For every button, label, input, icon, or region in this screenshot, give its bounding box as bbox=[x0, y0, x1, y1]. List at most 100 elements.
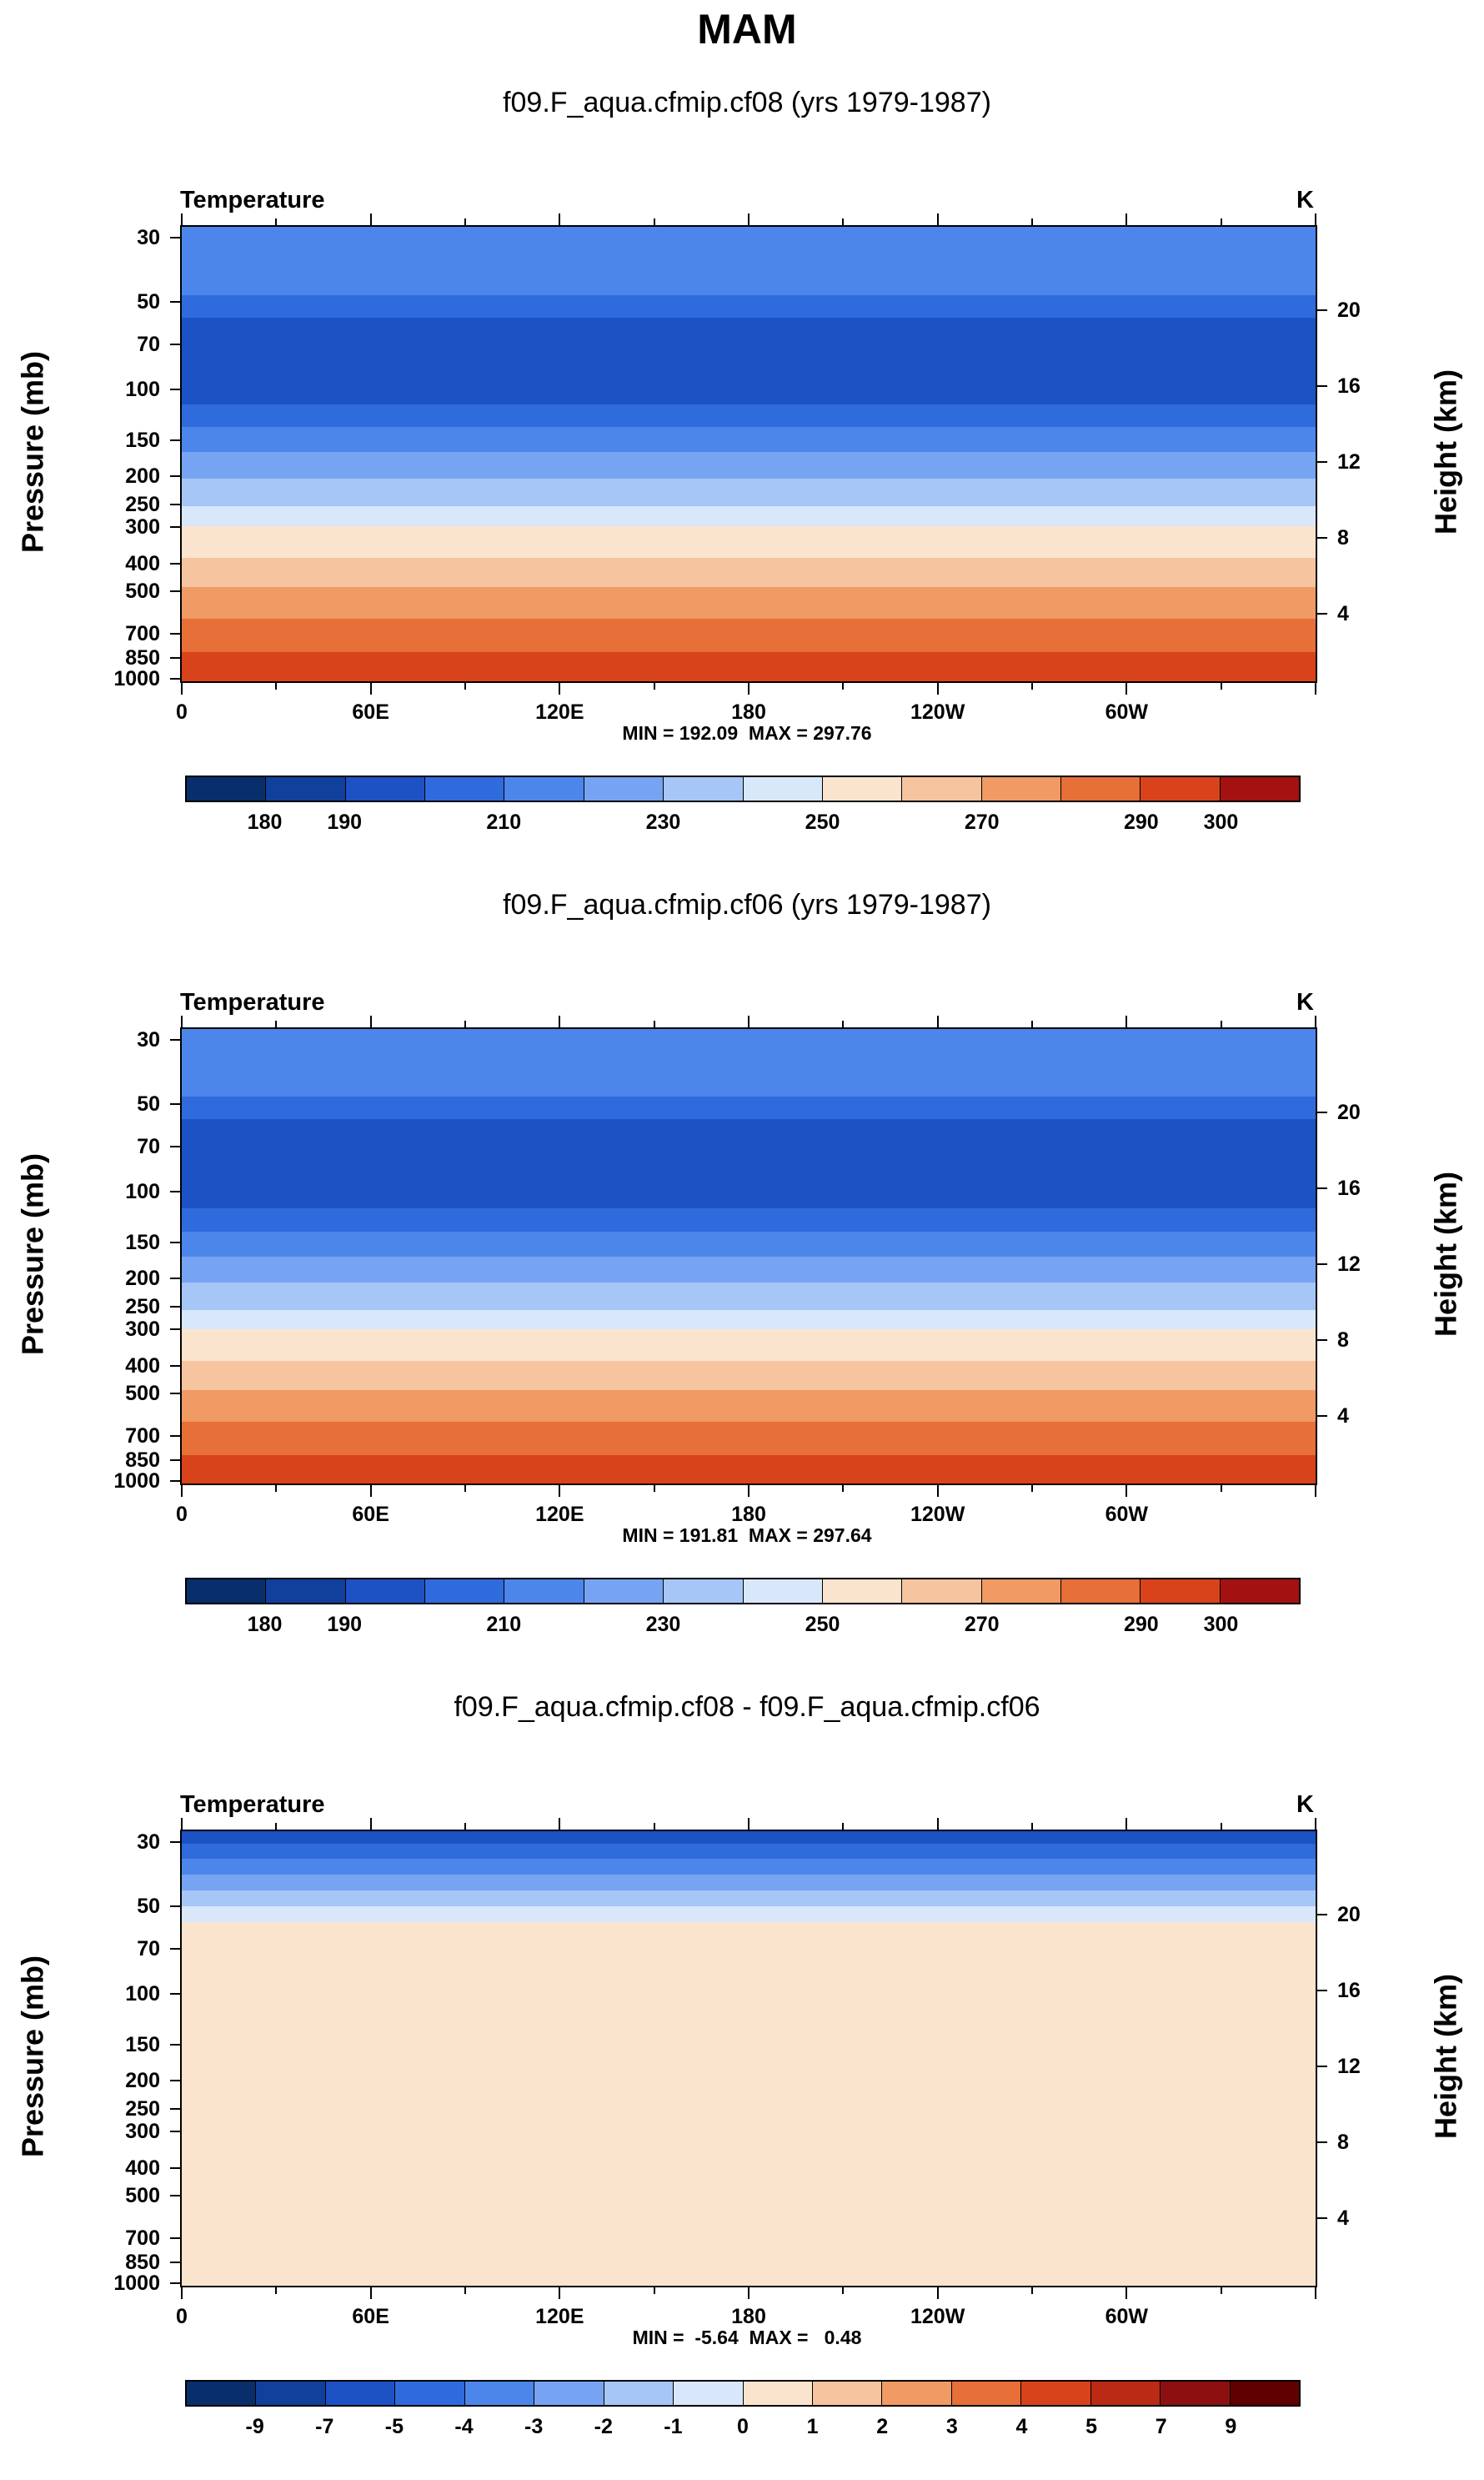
longitude-tick bbox=[559, 1016, 561, 1029]
colorbar-tick-label: 210 bbox=[486, 811, 522, 834]
pressure-tick bbox=[170, 1278, 182, 1280]
colorbar-tick-label: 7 bbox=[1155, 2415, 1167, 2438]
height-tick bbox=[1316, 1111, 1327, 1113]
pressure-tick-label: 1000 bbox=[113, 2271, 160, 2295]
pressure-tick bbox=[170, 1459, 182, 1462]
height-tick bbox=[1316, 1989, 1327, 1991]
colorbar-segment bbox=[1230, 2382, 1299, 2405]
longitude-tick bbox=[653, 218, 655, 227]
colorbar-segment bbox=[425, 777, 505, 801]
height-tick-label: 20 bbox=[1337, 1100, 1361, 1124]
colorbar-segment bbox=[584, 777, 664, 801]
pressure-tick-label: 100 bbox=[125, 377, 160, 401]
contour-band bbox=[182, 1874, 1316, 1891]
longitude-tick bbox=[275, 1021, 278, 1029]
pressure-tick-label: 200 bbox=[125, 464, 160, 489]
contour-band bbox=[182, 652, 1316, 681]
panel-title: f09.F_aqua.cfmip.cf06 (yrs 1979-1987) bbox=[503, 889, 991, 921]
longitude-tick bbox=[748, 681, 750, 695]
pressure-tick bbox=[170, 503, 182, 505]
longitude-tick bbox=[653, 1483, 655, 1492]
pressure-tick bbox=[170, 1841, 182, 1844]
pressure-tick bbox=[170, 475, 182, 478]
height-tick-label: 12 bbox=[1337, 449, 1361, 474]
pressure-tick bbox=[170, 2107, 182, 2110]
longitude-tick bbox=[653, 1823, 655, 1831]
colorbar-tick-label: 1 bbox=[806, 2415, 819, 2438]
longitude-tick bbox=[1220, 1823, 1222, 1831]
pressure-tick-label: 70 bbox=[137, 1936, 160, 1960]
colorbar-segment bbox=[664, 777, 744, 801]
colorbar-tick-label: 210 bbox=[486, 1613, 522, 1636]
longitude-tick bbox=[369, 681, 372, 695]
colorbar-tick-label: 2 bbox=[876, 2415, 889, 2438]
longitude-tick bbox=[936, 1016, 939, 1029]
pressure-tick bbox=[170, 1905, 182, 1907]
colorbar-tick-label: -3 bbox=[524, 2415, 544, 2438]
colorbar-segment bbox=[664, 1579, 744, 1603]
colorbar-segment bbox=[187, 777, 267, 801]
pressure-tick bbox=[170, 677, 182, 680]
longitude-tick bbox=[842, 2286, 845, 2294]
pressure-tick-label: 300 bbox=[125, 1318, 160, 1342]
longitude-tick bbox=[842, 218, 845, 227]
height-tick-label: 12 bbox=[1337, 1252, 1361, 1276]
units-label: K bbox=[1296, 989, 1314, 1016]
pressure-tick bbox=[170, 2237, 182, 2239]
longitude-tick-label: 120W bbox=[910, 1503, 965, 1526]
height-tick bbox=[1316, 1187, 1327, 1189]
longitude-tick-label: 60W bbox=[1105, 2305, 1149, 2328]
contour-band bbox=[182, 1922, 1316, 2286]
longitude-tick bbox=[1315, 1483, 1316, 1497]
colorbar-segment bbox=[1090, 2382, 1161, 2405]
colorbar-tick-label: -2 bbox=[594, 2415, 613, 2438]
pressure-tick bbox=[170, 1434, 182, 1437]
longitude-tick bbox=[275, 1823, 278, 1831]
longitude-tick bbox=[181, 1483, 183, 1497]
longitude-tick bbox=[464, 681, 466, 690]
longitude-tick-label: 180 bbox=[731, 700, 766, 724]
longitude-tick-label: 0 bbox=[176, 2305, 188, 2328]
pressure-tick bbox=[170, 2131, 182, 2133]
colorbar-tick-label: 250 bbox=[805, 1613, 840, 1636]
longitude-tick bbox=[653, 2286, 655, 2294]
colorbar-segment bbox=[604, 2382, 674, 2405]
colorbar-segment bbox=[743, 1579, 823, 1603]
contour-band bbox=[182, 557, 1316, 588]
height-tick bbox=[1316, 460, 1327, 463]
colorbar-segment bbox=[1060, 777, 1141, 801]
colorbar-segment bbox=[981, 777, 1061, 801]
colorbar-segment bbox=[1141, 1579, 1221, 1603]
pressure-tick-label: 150 bbox=[125, 2032, 160, 2056]
colorbar-segment bbox=[345, 1579, 426, 1603]
longitude-tick-label: 120E bbox=[535, 1503, 584, 1526]
colorbar-tick-label: 230 bbox=[645, 1613, 681, 1636]
plot-area: 30 50 70 100 150 200 250 300 400 500 700 850 1000 20 1… bbox=[113, 1818, 1361, 2328]
longitude-tick bbox=[1315, 1818, 1316, 1831]
pressure-tick bbox=[170, 1328, 182, 1331]
longitude-tick bbox=[1126, 2286, 1128, 2299]
colorbar-segment bbox=[1021, 2382, 1091, 2405]
height-tick-label: 20 bbox=[1337, 298, 1361, 322]
pressure-tick bbox=[170, 1479, 182, 1482]
pressure-tick-label: 30 bbox=[137, 1028, 160, 1052]
y-axis-right-title: Height (km) bbox=[1428, 1974, 1463, 2139]
height-tick-label: 8 bbox=[1337, 525, 1349, 550]
colorbar: -9 -7 -5 -4 -3 -2 -1 0 1 2 3 4 5 7 9 bbox=[185, 2380, 1301, 2438]
colorbar-segment bbox=[425, 1579, 505, 1603]
colorbar-segment bbox=[325, 2382, 396, 2405]
pressure-tick-label: 30 bbox=[137, 226, 160, 250]
longitude-tick bbox=[559, 1818, 561, 1831]
pressure-tick-label: 50 bbox=[137, 289, 160, 314]
pressure-tick bbox=[170, 2043, 182, 2046]
colorbar-segment bbox=[464, 2382, 535, 2405]
plot-header: Temperature K bbox=[180, 187, 1314, 214]
colorbar-tick-label: 9 bbox=[1225, 2415, 1237, 2438]
colorbar-tick-label: -7 bbox=[315, 2415, 334, 2438]
longitude-tick bbox=[275, 218, 278, 227]
height-tick-label: 4 bbox=[1337, 601, 1349, 625]
longitude-tick bbox=[559, 213, 561, 227]
colorbar-tick-label: -9 bbox=[245, 2415, 264, 2438]
contour-band bbox=[182, 1831, 1316, 1845]
